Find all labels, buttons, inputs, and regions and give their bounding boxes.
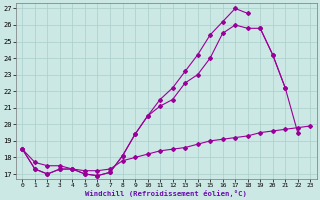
X-axis label: Windchill (Refroidissement éolien,°C): Windchill (Refroidissement éolien,°C)	[85, 190, 247, 197]
